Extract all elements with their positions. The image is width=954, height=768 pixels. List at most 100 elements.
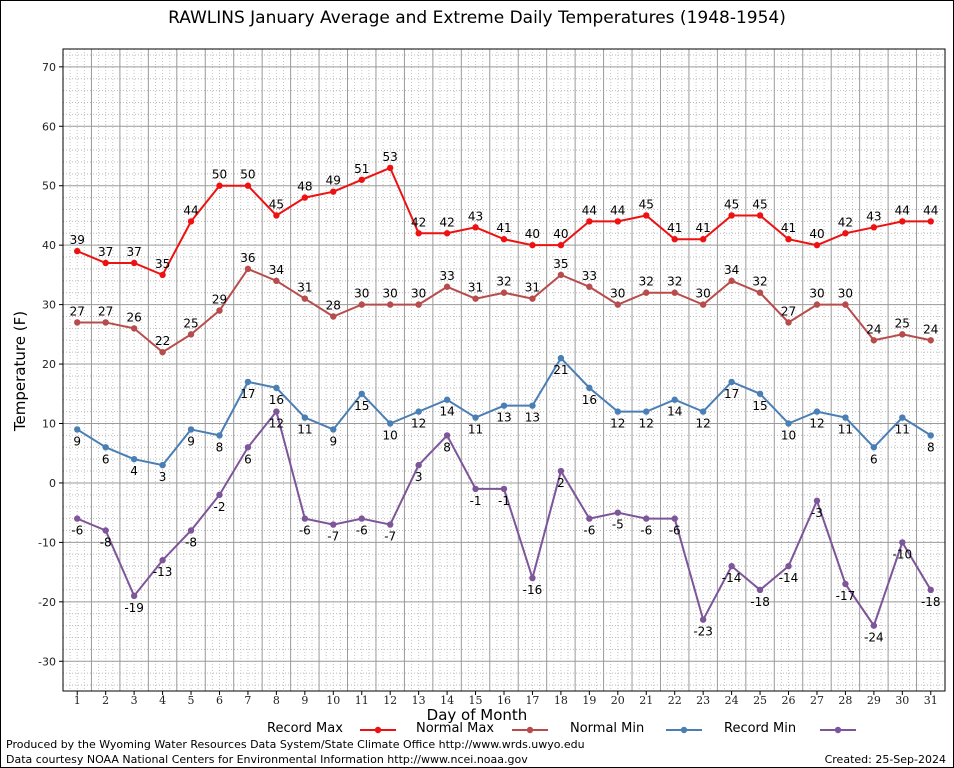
- data-point: [130, 455, 138, 463]
- data-label: 34: [724, 263, 739, 277]
- x-tick-label: 2: [102, 694, 109, 707]
- data-point: [386, 164, 394, 172]
- data-point: [927, 337, 934, 344]
- y-tick-label: 50: [42, 180, 56, 193]
- data-point: [699, 616, 707, 623]
- data-label: 31: [468, 281, 483, 295]
- data-point: [330, 188, 337, 195]
- data-point: [358, 390, 365, 397]
- data-label: 31: [525, 281, 540, 295]
- data-label: -10: [893, 547, 913, 561]
- y-tick-label: 20: [42, 358, 56, 371]
- data-label: 45: [639, 197, 654, 211]
- data-point: [529, 295, 536, 302]
- legend-swatch-marker: [374, 726, 382, 734]
- data-point: [301, 515, 309, 522]
- data-label: -7: [327, 530, 339, 544]
- y-tick-label: -30: [38, 655, 56, 668]
- y-tick-label: -20: [38, 596, 56, 609]
- x-tick-label: 1: [74, 694, 81, 707]
- x-tick-label: 8: [273, 694, 280, 707]
- data-point: [130, 592, 138, 600]
- data-label: 16: [582, 393, 597, 407]
- data-label: 44: [610, 203, 625, 217]
- data-label: 33: [582, 269, 597, 283]
- x-tick-label: 24: [725, 694, 739, 707]
- data-point: [699, 408, 707, 415]
- data-point: [102, 259, 109, 267]
- x-tick-label: 26: [782, 694, 796, 707]
- y-tick-label: -10: [38, 536, 56, 549]
- data-point: [813, 301, 821, 308]
- data-label: 12: [411, 417, 426, 431]
- data-label: 30: [411, 287, 426, 301]
- data-label: 32: [667, 275, 682, 289]
- data-point: [472, 414, 479, 421]
- data-label: 14: [667, 405, 682, 419]
- legend-label-record-min: Record Min: [724, 721, 797, 736]
- data-point: [358, 301, 365, 308]
- data-point: [74, 247, 81, 255]
- data-point: [358, 176, 365, 183]
- data-label: 29: [212, 293, 227, 307]
- x-tick-label: 31: [924, 694, 938, 707]
- data-label: 30: [809, 287, 824, 301]
- data-point: [842, 301, 849, 308]
- data-label: 41: [781, 221, 796, 235]
- data-label: 27: [98, 304, 113, 318]
- data-point: [671, 236, 678, 243]
- data-point: [785, 319, 792, 326]
- data-point: [614, 509, 622, 516]
- data-label: -17: [836, 589, 856, 603]
- data-label: -1: [498, 494, 510, 508]
- data-point: [643, 408, 650, 415]
- data-point: [557, 271, 565, 279]
- data-point: [586, 218, 593, 225]
- data-point: [899, 218, 906, 225]
- y-tick-label: 60: [42, 120, 56, 133]
- data-label: 13: [496, 411, 511, 425]
- data-label: 10: [383, 429, 398, 443]
- data-label: 9: [187, 434, 195, 448]
- data-point: [529, 402, 536, 409]
- data-label: 34: [269, 263, 284, 277]
- data-point: [273, 384, 280, 392]
- data-point: [557, 467, 565, 475]
- data-point: [842, 580, 849, 588]
- data-point: [159, 461, 166, 469]
- x-tick-label: 23: [696, 694, 710, 707]
- data-point: [643, 515, 650, 522]
- data-point: [671, 515, 678, 522]
- data-point: [216, 182, 223, 189]
- data-point: [586, 283, 593, 290]
- data-label: -8: [185, 536, 197, 550]
- data-point: [443, 432, 451, 439]
- x-tick-label: 3: [131, 694, 138, 707]
- data-point: [899, 414, 906, 421]
- data-point: [244, 182, 252, 189]
- data-label: 12: [639, 417, 654, 431]
- data-label: 45: [269, 197, 284, 211]
- data-point: [216, 432, 223, 439]
- data-label: 10: [781, 429, 796, 443]
- data-point: [472, 224, 479, 231]
- data-point: [785, 236, 792, 243]
- x-tick-label: 15: [469, 694, 483, 707]
- data-point: [870, 622, 878, 629]
- data-point: [813, 408, 821, 415]
- data-point: [870, 224, 878, 231]
- data-label: 14: [439, 405, 454, 419]
- data-label: 12: [610, 417, 625, 431]
- data-point: [187, 426, 195, 433]
- data-point: [899, 331, 906, 338]
- data-point: [415, 408, 422, 415]
- data-label: 32: [639, 275, 654, 289]
- data-label: 42: [838, 215, 853, 229]
- data-label: -6: [669, 524, 681, 538]
- data-label: 8: [927, 440, 935, 454]
- data-label: 40: [525, 227, 540, 241]
- data-label: 36: [240, 251, 255, 265]
- x-tick-label: 10: [326, 694, 340, 707]
- data-label: 3: [415, 470, 423, 484]
- data-point: [102, 527, 109, 534]
